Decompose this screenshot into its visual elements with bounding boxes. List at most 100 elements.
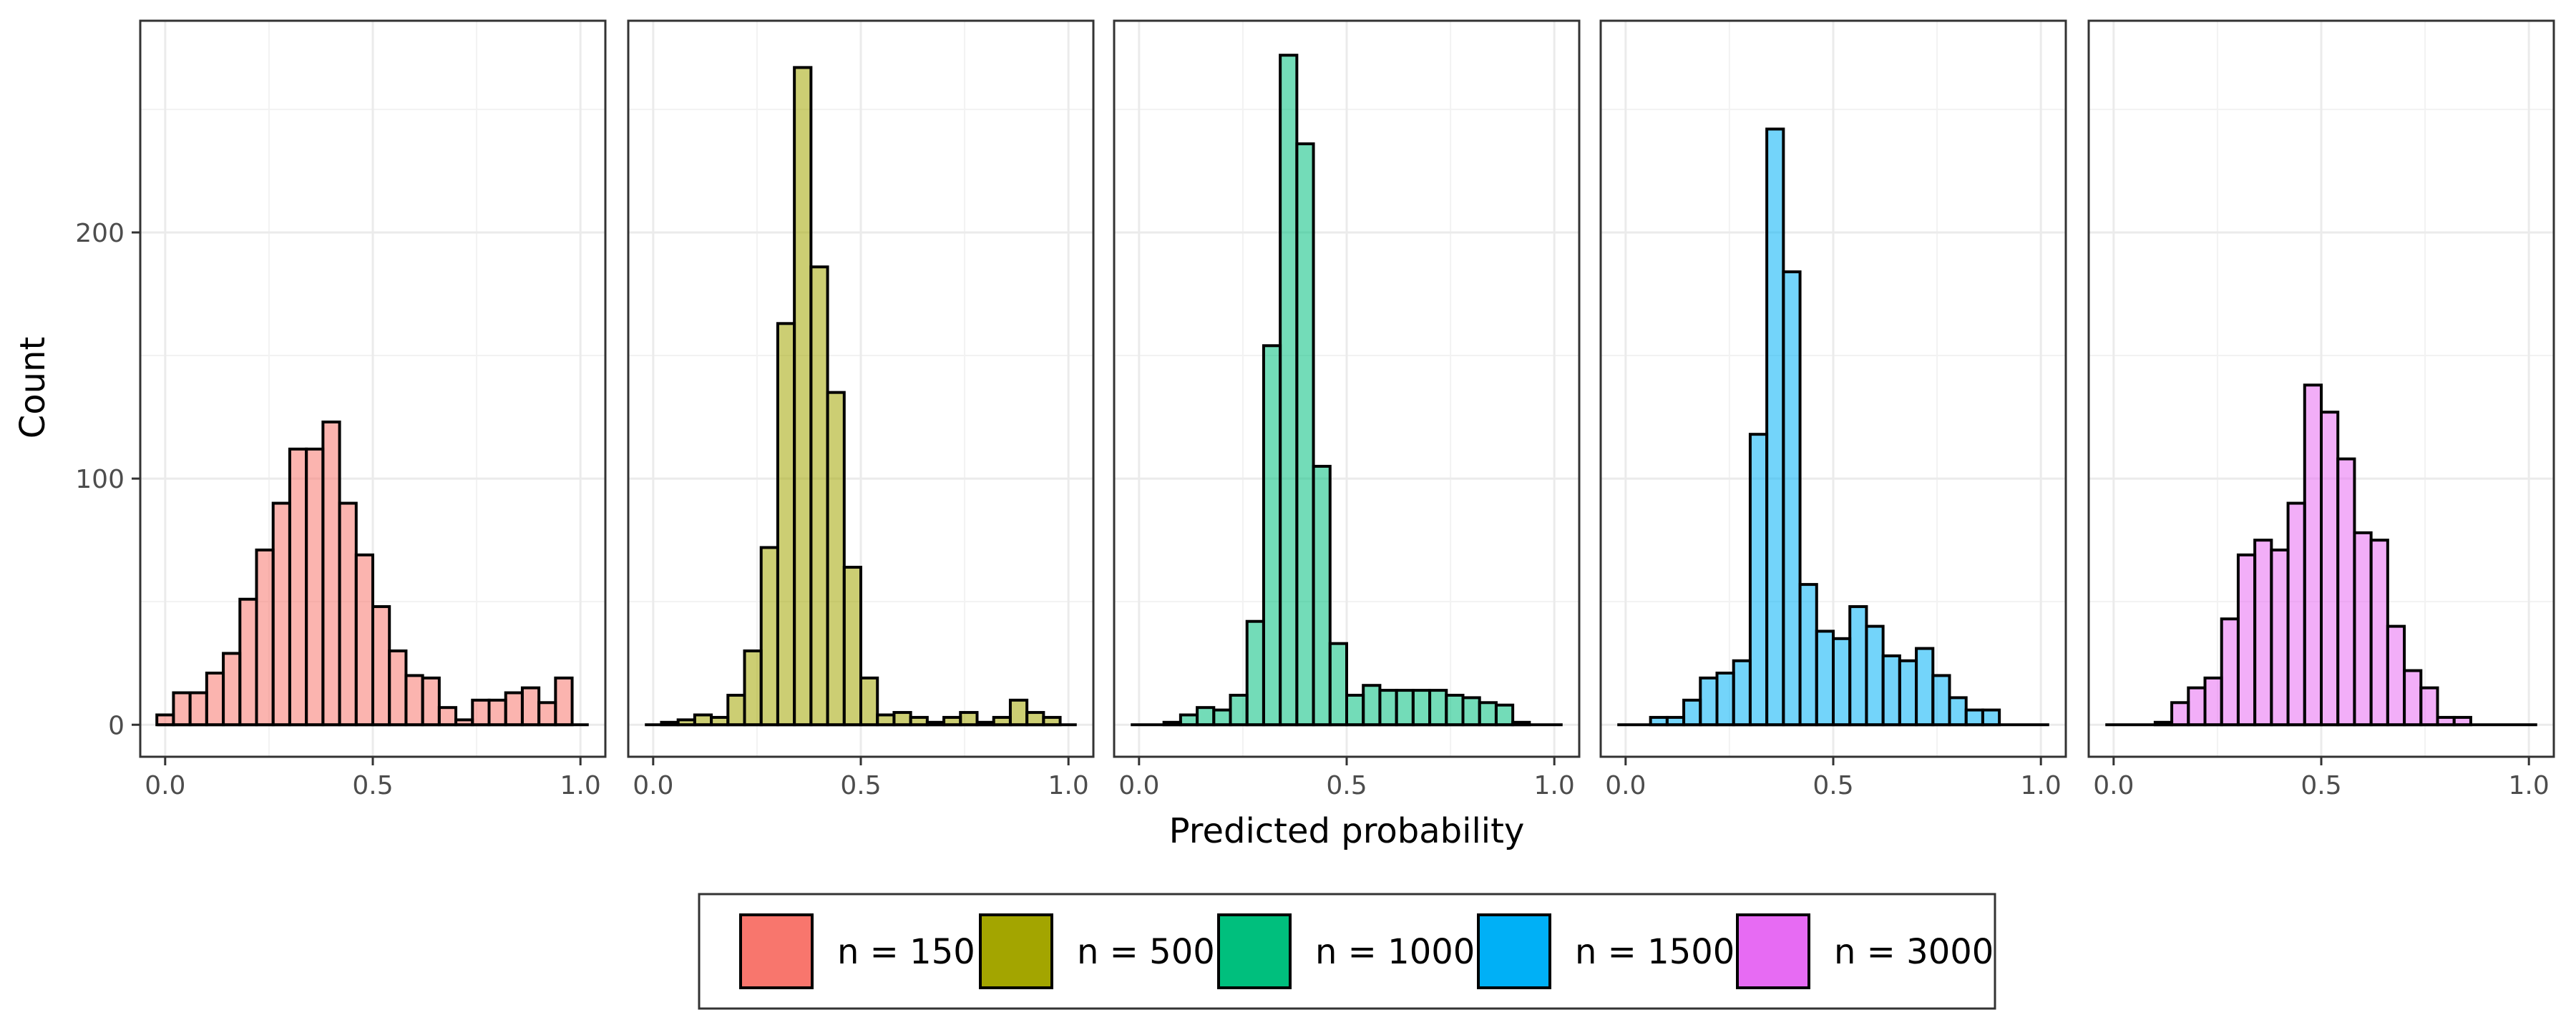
histogram-bar xyxy=(693,713,713,727)
histogram-bar xyxy=(354,553,374,727)
histogram-bar xyxy=(1328,642,1349,727)
histogram-bar xyxy=(876,713,896,727)
histogram-bar xyxy=(1162,720,1182,727)
legend-item: n = 150 xyxy=(739,913,975,989)
histogram-bar xyxy=(1042,715,1062,727)
histogram-bar xyxy=(1478,701,1498,727)
x-tick-label: 0.0 xyxy=(1605,771,1646,800)
y-axis: 0 100 200 xyxy=(75,219,140,740)
facet-panel: 0.0 0.5 1.0 xyxy=(139,19,607,800)
x-tick-label: 0.5 xyxy=(2301,771,2341,800)
y-axis-title: Count xyxy=(13,337,53,439)
histogram-bar xyxy=(710,715,730,727)
histogram-bar xyxy=(487,698,507,727)
x-tick-label: 1.0 xyxy=(2509,771,2550,800)
legend-key xyxy=(1217,913,1292,989)
histogram-bar xyxy=(1445,693,1465,727)
histogram-bar xyxy=(1245,619,1265,727)
legend-label: n = 3000 xyxy=(1834,932,1994,972)
histogram-bar xyxy=(471,698,491,727)
x-tick-label: 0.0 xyxy=(145,771,185,800)
histogram-bar xyxy=(388,649,408,727)
histogram-bar xyxy=(1682,698,1702,727)
histogram-bar xyxy=(1345,693,1365,727)
histogram-bar xyxy=(1262,344,1282,727)
histogram-bar xyxy=(1748,433,1769,727)
histogram-bar xyxy=(238,597,258,727)
histogram-bar xyxy=(1798,583,1818,727)
histogram-bar xyxy=(909,715,929,727)
histogram-bar xyxy=(2270,548,2290,727)
histogram-bar xyxy=(2253,539,2273,727)
legend-key xyxy=(979,913,1053,989)
x-tick-label: 0.0 xyxy=(1118,771,1159,800)
histogram-bar xyxy=(504,691,524,727)
legend-label: n = 500 xyxy=(1077,932,1215,972)
histogram-bar xyxy=(1179,713,1199,727)
histogram-bar xyxy=(1964,708,1984,727)
histogram-bar xyxy=(188,691,208,727)
histogram-bar xyxy=(1848,605,1868,727)
histogram-bar xyxy=(454,718,474,727)
histogram-bar xyxy=(2452,715,2472,727)
facet-panel: 0.0 0.5 1.0 xyxy=(1113,19,1581,800)
histogram-bar xyxy=(2353,531,2373,727)
facet-panel: 0.0 0.5 1.0 xyxy=(627,19,1095,800)
histogram-bar xyxy=(554,676,574,727)
histogram-bar xyxy=(2153,720,2174,727)
histogram-bar xyxy=(859,676,879,727)
y-tick-label: 100 xyxy=(75,465,125,494)
histogram-bar xyxy=(1008,698,1029,727)
legend-item: n = 3000 xyxy=(1736,913,1994,989)
x-tick-label: 0.0 xyxy=(2093,771,2134,800)
histogram-bar xyxy=(1378,689,1398,727)
histogram-bar xyxy=(1948,696,1968,727)
histogram-bar xyxy=(1931,674,1951,727)
histogram-bar xyxy=(743,649,763,727)
legend-label: n = 1000 xyxy=(1315,932,1475,972)
histogram-bar xyxy=(2220,617,2240,727)
legend: n = 150 n = 500 n = 1000 n = 1500 n = 3000 xyxy=(698,893,1996,1010)
histogram-bar xyxy=(404,674,424,727)
histogram-bar xyxy=(520,686,541,727)
histogram-bar xyxy=(1865,624,1885,727)
histogram-bar xyxy=(338,501,358,727)
legend-label: n = 1500 xyxy=(1575,932,1735,972)
legend-item: n = 1500 xyxy=(1477,913,1735,989)
histogram-bar xyxy=(776,322,796,727)
histogram-bar xyxy=(1395,689,1415,727)
legend-key xyxy=(739,913,814,989)
x-tick-label: 0.0 xyxy=(633,771,673,800)
legend-label: n = 150 xyxy=(837,932,975,972)
histogram-bar xyxy=(205,671,225,727)
legend-item: n = 1000 xyxy=(1217,913,1475,989)
histogram-bar xyxy=(759,546,779,727)
histogram-bar xyxy=(1815,629,1835,727)
x-tick-label: 1.0 xyxy=(560,771,601,800)
histogram-bar xyxy=(2436,715,2456,727)
histogram-bar xyxy=(1511,720,1531,727)
histogram-bar xyxy=(2336,457,2356,727)
histogram-bar xyxy=(437,706,458,727)
facet-panel: 0.0 0.5 1.0 xyxy=(2087,19,2555,800)
y-tick-label: 0 xyxy=(108,711,125,740)
histogram-bar xyxy=(1229,693,1249,727)
histogram-bar xyxy=(1279,54,1299,727)
x-tick-label: 0.5 xyxy=(352,771,393,800)
histogram-bar xyxy=(1025,711,1045,727)
histogram-bar xyxy=(371,605,391,727)
histogram-bar xyxy=(826,391,846,727)
histogram-bar xyxy=(271,501,291,727)
histogram-bar xyxy=(1649,715,1669,727)
histogram-bar xyxy=(1881,654,1901,727)
histogram-bar xyxy=(2286,501,2306,727)
histogram-bar xyxy=(1898,659,1918,727)
histogram-bar xyxy=(537,701,557,727)
histogram-bar xyxy=(2386,624,2406,727)
histogram-bar xyxy=(1428,689,1448,727)
histogram-bar xyxy=(793,66,813,727)
histogram-bar xyxy=(892,711,912,727)
x-axis-title: Predicted probability xyxy=(1169,811,1525,851)
histogram-bar xyxy=(421,676,441,727)
